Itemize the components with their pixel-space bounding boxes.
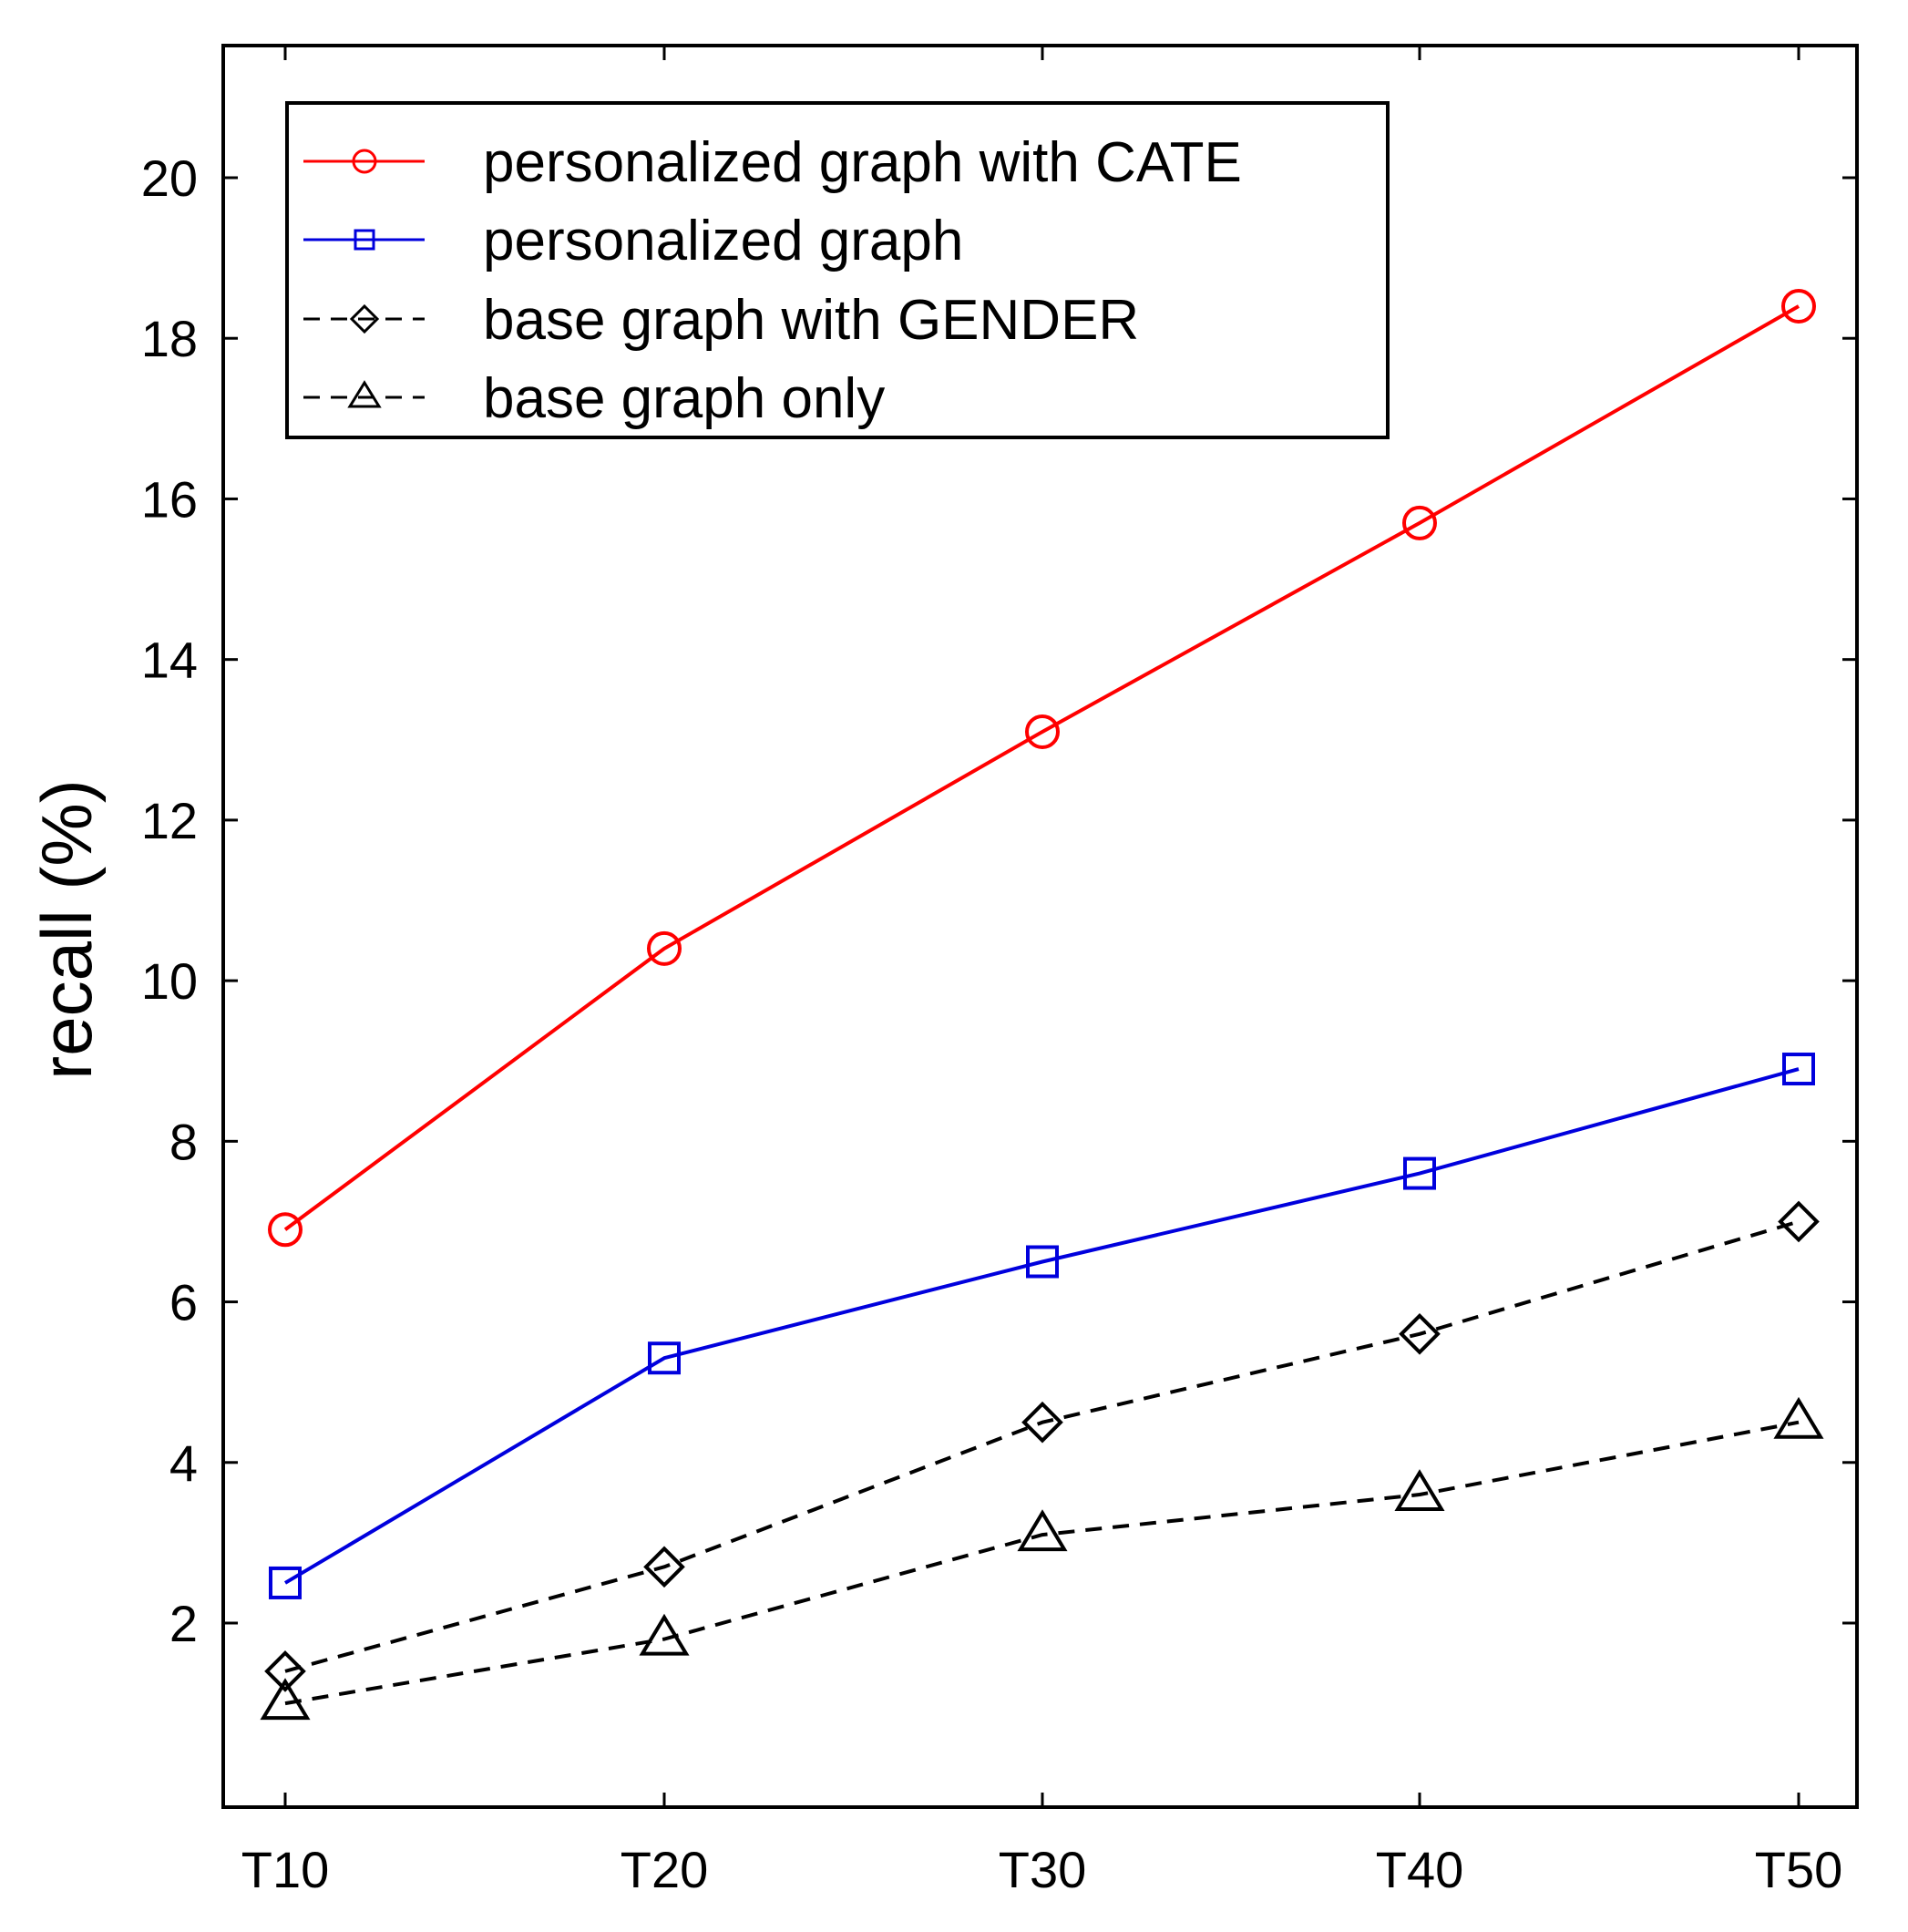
legend-item: base graph only [303, 367, 885, 430]
legend-item: base graph with GENDER [303, 289, 1139, 352]
data-point [1026, 1245, 1059, 1279]
legend-label: base graph with GENDER [483, 289, 1139, 352]
series-line [284, 1420, 1800, 1706]
y-tick-label: 16 [141, 470, 198, 528]
data-point [264, 1650, 306, 1692]
plot-frame [221, 44, 1859, 1809]
y-tick-label: 20 [141, 149, 198, 207]
data-point [260, 1678, 311, 1721]
y-tick-label: 2 [169, 1595, 198, 1652]
data-point [1017, 1509, 1068, 1552]
y-tick-label: 14 [141, 632, 198, 689]
data-point [1778, 1200, 1820, 1243]
data-point [1782, 1053, 1815, 1086]
series-line [283, 1067, 1800, 1585]
series-line [284, 1219, 1800, 1673]
series-layer [260, 288, 1824, 1721]
y-tick-label: 6 [169, 1274, 198, 1331]
data-point [1781, 288, 1816, 324]
legend-marker [352, 149, 377, 174]
y-tick-label: 12 [141, 792, 198, 849]
legend-marker [347, 380, 382, 408]
data-point [1025, 714, 1060, 749]
series-4 [260, 1396, 1824, 1721]
y-tick-label: 8 [169, 1113, 198, 1170]
legend-box [285, 101, 1390, 439]
data-point [643, 1546, 685, 1588]
series-3 [264, 1200, 1820, 1692]
legend-marker [349, 303, 380, 334]
y-tick-label: 18 [141, 310, 198, 367]
data-point [1394, 1469, 1445, 1512]
series-1 [268, 288, 1816, 1248]
data-point [647, 930, 682, 966]
data-point [648, 1341, 681, 1375]
data-point [1773, 1396, 1824, 1439]
x-tick-label: T30 [999, 1841, 1087, 1898]
data-point [269, 1566, 302, 1599]
axis-ticks: 2 4 6 8 10 12 14 16 18 20 T10 T20 T30 T40 T50 [141, 46, 1857, 1898]
legend-label: base graph only [483, 367, 885, 430]
series-line [283, 304, 1800, 1231]
data-point [639, 1613, 690, 1656]
series-2 [269, 1053, 1815, 1599]
x-tick-label: T40 [1376, 1841, 1464, 1898]
y-tick-label: 10 [141, 952, 198, 1010]
data-point [1399, 1312, 1441, 1355]
x-tick-label: T50 [1755, 1841, 1843, 1898]
x-tick-label: T20 [621, 1841, 709, 1898]
legend: personalized graph with CATE personalized… [285, 101, 1390, 439]
data-point [1021, 1401, 1063, 1444]
data-point [1402, 505, 1437, 540]
y-tick-label: 4 [169, 1434, 198, 1492]
legend-item: personalized graph with CATE [303, 131, 1242, 194]
legend-marker [354, 229, 375, 251]
data-point [268, 1212, 303, 1248]
data-point [1403, 1156, 1436, 1190]
legend-label: personalized graph [483, 210, 963, 272]
legend-label: personalized graph with CATE [483, 131, 1242, 194]
legend-item: personalized graph [303, 210, 963, 272]
x-tick-label: T10 [241, 1841, 330, 1898]
y-axis-title: recall (%) [26, 779, 107, 1079]
